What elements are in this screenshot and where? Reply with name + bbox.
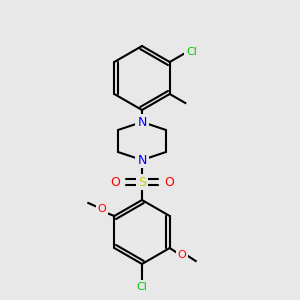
Text: O: O xyxy=(178,250,186,260)
Text: S: S xyxy=(138,176,146,188)
Text: N: N xyxy=(137,116,147,128)
Text: Cl: Cl xyxy=(186,47,197,57)
Text: O: O xyxy=(164,176,174,188)
Text: N: N xyxy=(137,154,147,166)
Text: Cl: Cl xyxy=(136,282,147,292)
Text: O: O xyxy=(98,204,106,214)
Text: O: O xyxy=(110,176,120,188)
